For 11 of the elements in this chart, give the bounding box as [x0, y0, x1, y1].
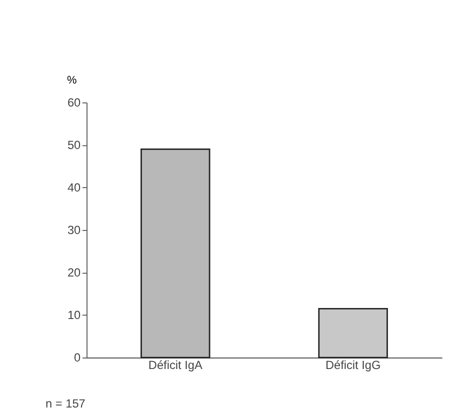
y-tick-label: 50 [67, 138, 82, 152]
y-tick-label: 60 [67, 96, 82, 110]
x-tick-label: Déficit IgA [148, 358, 202, 372]
x-tick-label: Déficit IgG [325, 358, 381, 372]
y-tick-label: 10 [67, 308, 82, 322]
y-axis-title: % [66, 74, 77, 87]
y-tick-label: 30 [67, 223, 82, 238]
text: n = 157 [46, 396, 86, 411]
y-tick-label: 0 [74, 350, 82, 365]
y-tick-label: 40 [67, 180, 82, 195]
y-tick-label: 20 [67, 266, 82, 280]
